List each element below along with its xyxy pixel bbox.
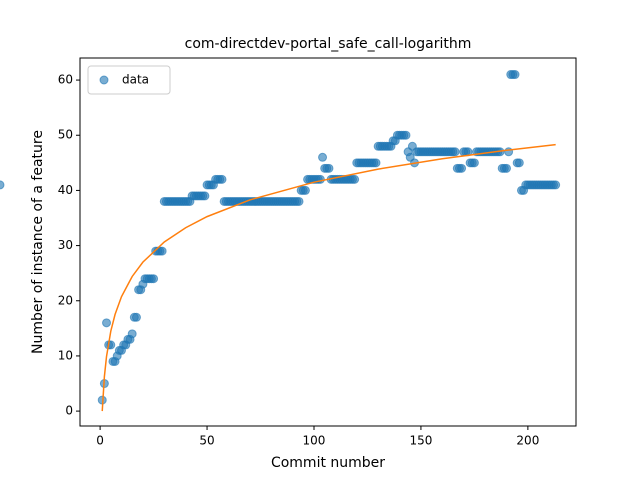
data-point <box>318 152 328 162</box>
x-tick-label: 100 <box>303 434 326 448</box>
x-axis-label: Commit number <box>271 455 385 471</box>
y-axis-label: Number of instance of a feature <box>30 130 46 354</box>
data-point <box>149 274 159 284</box>
data-point <box>127 329 137 339</box>
y-tick-label: 10 <box>58 348 73 362</box>
legend-marker <box>99 75 109 85</box>
y-tick-label: 0 <box>65 404 73 418</box>
y-tick-label: 30 <box>58 238 73 252</box>
data-point <box>350 174 360 184</box>
y-tick-label: 60 <box>58 73 73 87</box>
data-point <box>157 246 167 256</box>
x-tick-label: 150 <box>409 434 432 448</box>
legend: data <box>87 65 171 95</box>
data-point <box>450 147 460 157</box>
data-point <box>401 130 411 140</box>
data-point <box>551 180 561 190</box>
data-point <box>131 312 141 322</box>
data-point <box>324 163 334 173</box>
data-point <box>510 70 520 80</box>
legend-label: data <box>122 73 149 87</box>
data-point <box>457 163 467 173</box>
chart-title: com-directdev-portal_safe_call-logarithm <box>185 36 472 52</box>
data-point <box>501 163 511 173</box>
data-point <box>371 158 381 168</box>
x-tick-label: 200 <box>516 434 539 448</box>
data-point <box>200 191 210 201</box>
fit-line <box>101 143 556 412</box>
x-tick-label: 50 <box>199 434 214 448</box>
data-point <box>300 185 310 195</box>
y-tick-label: 50 <box>58 128 73 142</box>
data-point <box>102 318 112 328</box>
data-point <box>217 174 227 184</box>
data-point <box>469 158 479 168</box>
x-tick-label: 0 <box>96 434 104 448</box>
y-tick-label: 20 <box>58 293 73 307</box>
legend-box <box>87 65 171 95</box>
axes-frame <box>79 57 577 427</box>
data-point <box>294 196 304 206</box>
data-point <box>0 180 5 190</box>
y-tick-label: 40 <box>58 183 73 197</box>
data-point <box>514 158 524 168</box>
